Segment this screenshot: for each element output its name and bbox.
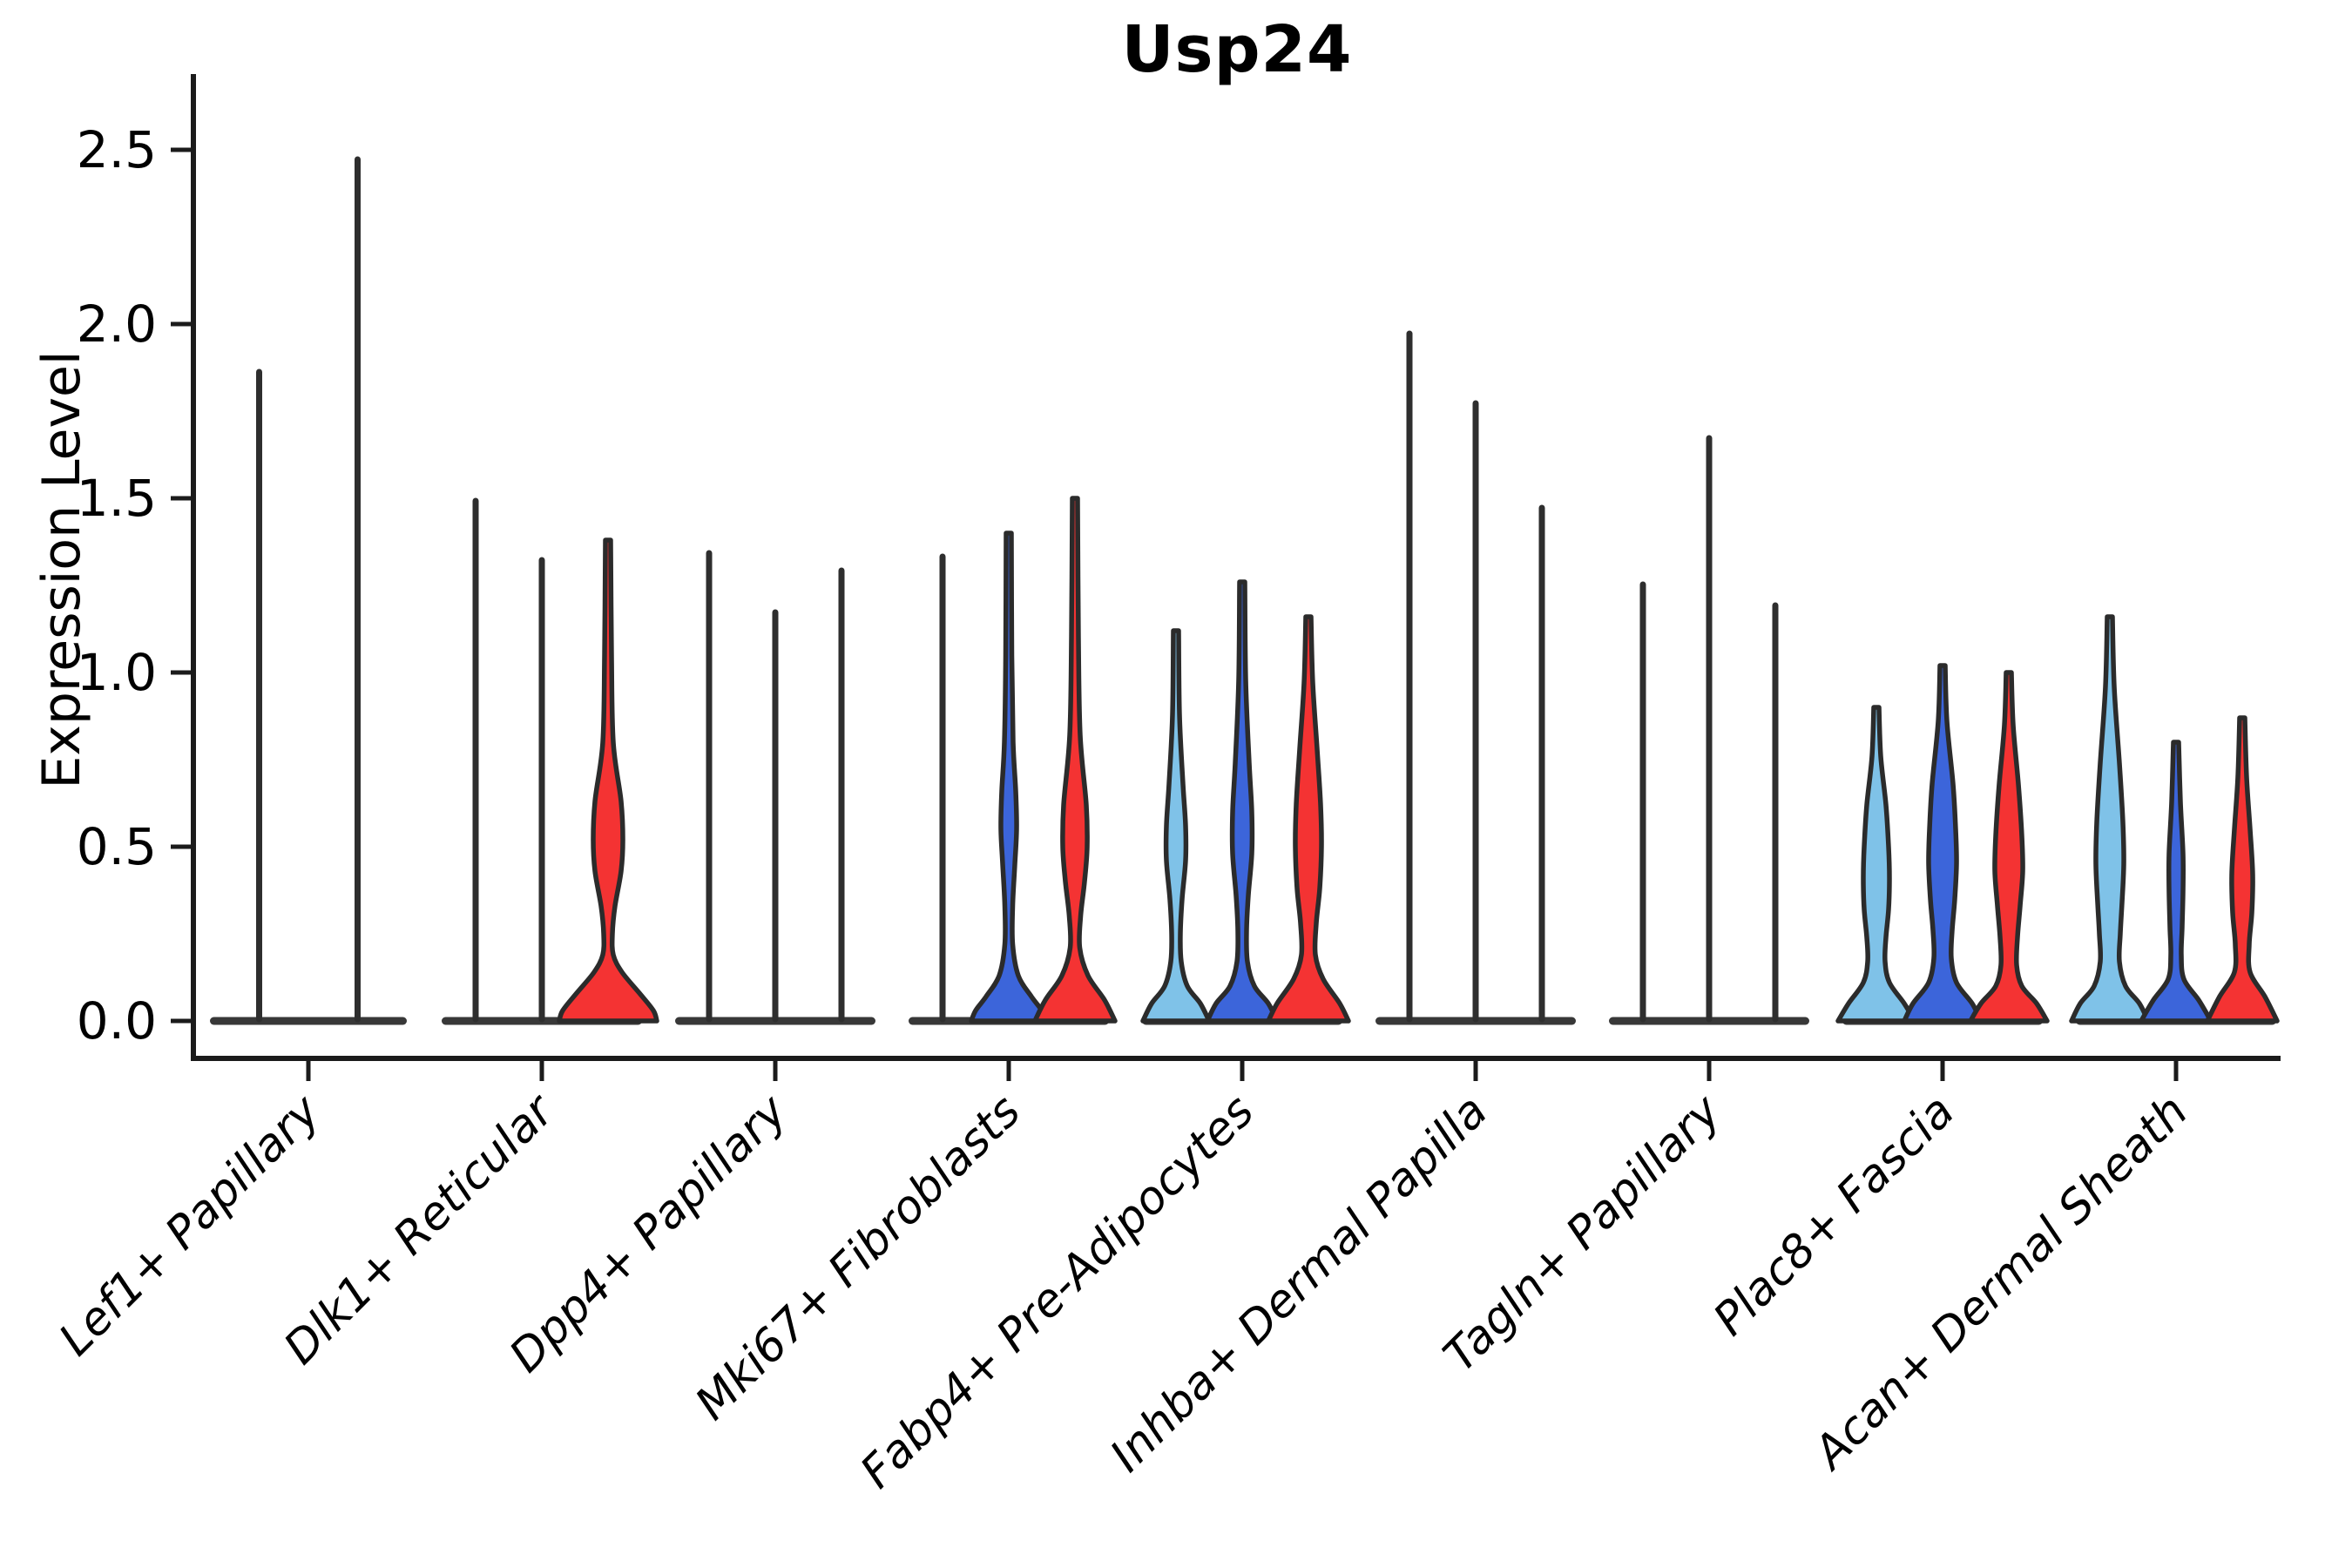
violin-Acan+ Dermal Sheath-blue <box>2139 740 2213 1024</box>
violin-Plac8+ Fascia-blue <box>1902 663 1984 1024</box>
violin-Fabp4+ Pre-Adipocytes-light_blue <box>1140 628 1212 1024</box>
violin-Dlk1+ Reticular-red <box>557 537 659 1024</box>
violin-Plac8+ Fascia-light_blue <box>1835 705 1917 1024</box>
violin-Plac8+ Fascia-red <box>1968 670 2050 1024</box>
x-tick-label: Inhba+ Dermal Papilla <box>1100 1085 1497 1483</box>
violin-Fabp4+ Pre-Adipocytes-red <box>1266 614 1351 1024</box>
x-tick-label: Plac8+ Fascia <box>1704 1085 1964 1346</box>
x-tick-label: Fabp4+ Pre-Adipocytes <box>851 1085 1265 1499</box>
violin-Mki67+ Fibroblasts-blue <box>969 531 1049 1024</box>
y-tick-label: 2.0 <box>77 294 157 354</box>
y-tick-label: 1.0 <box>77 643 157 702</box>
violin-Acan+ Dermal Sheath-red <box>2205 715 2280 1024</box>
y-tick-label: 0.0 <box>77 991 157 1051</box>
y-tick-label: 0.5 <box>77 817 157 876</box>
x-tick-label: Acan+ Dermal Sheath <box>1802 1085 2198 1481</box>
chart-title: Usp24 <box>1121 12 1353 87</box>
violin-Acan+ Dermal Sheath-light_blue <box>2069 614 2151 1024</box>
y-tick-label: 2.5 <box>77 120 157 179</box>
violin-Mki67+ Fibroblasts-red <box>1032 496 1118 1024</box>
violin-Fabp4+ Pre-Adipocytes-blue <box>1205 579 1280 1024</box>
y-tick-label: 1.5 <box>77 469 157 528</box>
zero-baseline <box>210 1017 407 1025</box>
